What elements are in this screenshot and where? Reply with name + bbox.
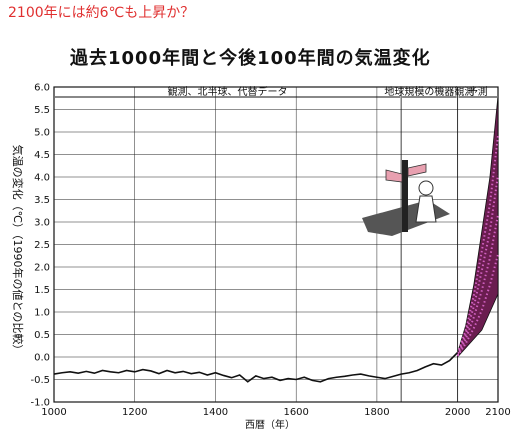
x-tick-label: 1800 [364,407,389,418]
period-label: 予測 [468,85,488,98]
caption: 2100年には約6℃も上昇か？ [8,5,195,21]
y-tick-label: 0.0 [34,353,50,364]
y-tick-label: -0.5 [30,375,50,386]
series [53,351,459,383]
y-axis: -1.0 -0.5 0.0 0.5 1.0 1.5 2.0 2.5 3.0 3.5 4.0 4.5 5.… [30,83,50,409]
y-tick-label: 1.0 [34,308,50,319]
x-axis-label: 西暦（年） [245,418,295,431]
temperature-line [53,351,459,383]
y-tick-label: 1.5 [34,285,50,296]
y-tick-label: 4.0 [34,173,50,184]
period-label: 地球規模の機器観測 [384,85,474,98]
y-tick-label: 3.0 [34,218,50,229]
period-label: 観測、北半球、代替データ [168,85,288,98]
y-tick-label: 2.0 [34,263,50,274]
y-tick-label: 4.5 [34,150,50,161]
y-tick-label: 0.5 [34,330,50,341]
grid [54,86,498,403]
x-tick-label: 2000 [445,407,470,418]
projection-scenario [456,135,499,354]
y-tick-label: 6.0 [34,83,50,94]
projection-area [457,95,499,359]
figure-illustration [362,160,450,236]
projection-band [456,95,499,359]
x-tick-label: 2100 [485,407,510,418]
x-tick-label: 1400 [203,407,228,418]
x-tick-label: 1600 [283,407,308,418]
chart-title: 過去1000年間と今後100年間の気温変化 [70,48,431,69]
projection-scenario [456,254,499,357]
y-tick-label: 3.5 [34,195,50,206]
y-tick-label: 2.5 [34,240,50,251]
y-tick-label: 5.0 [34,128,50,139]
y-tick-label: 5.5 [34,105,50,116]
x-axis: 1000 1200 1400 1600 1800 2000 2100 [41,407,510,418]
y-axis-label: 気温の変化（℃）（1990年の値との比較） [11,145,25,356]
projection-scenario [456,175,499,355]
x-tick-label: 1200 [122,407,147,418]
y-tick-label: -1.0 [30,398,50,409]
x-tick-label: 1000 [41,407,66,418]
